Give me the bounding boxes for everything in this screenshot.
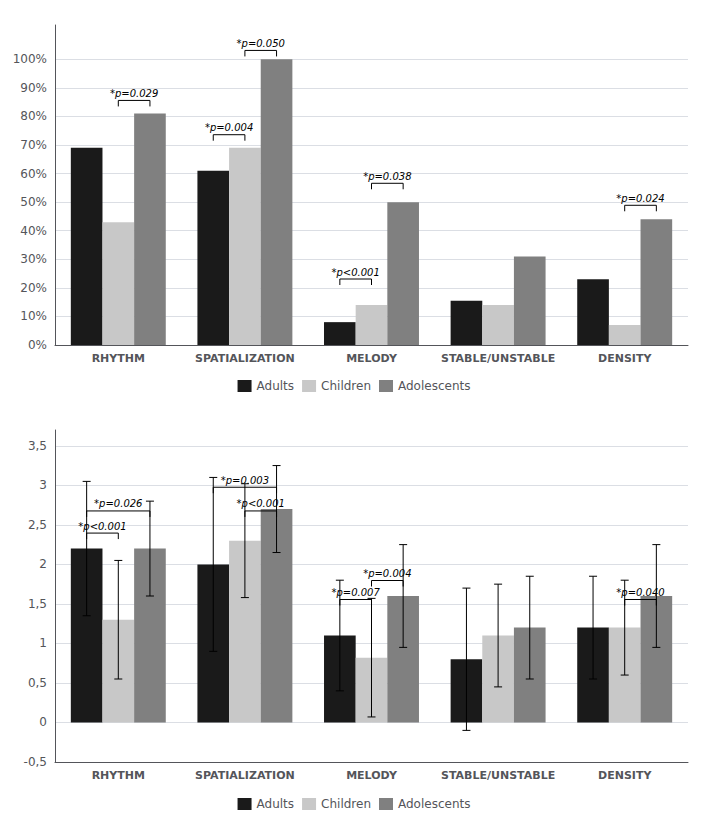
svg-text:RHYTHM: RHYTHM	[92, 769, 145, 782]
svg-text:0%: 0%	[28, 338, 47, 352]
svg-text:2,5: 2,5	[28, 518, 47, 532]
svg-text:SPATIALIZATION: SPATIALIZATION	[195, 769, 295, 782]
svg-text:-0,5: -0,5	[24, 755, 47, 769]
svg-text:1: 1	[39, 636, 47, 650]
svg-text:90%: 90%	[20, 81, 47, 95]
svg-text:80%: 80%	[20, 109, 47, 123]
svg-text:*p=0.040: *p=0.040	[616, 587, 664, 598]
svg-text:0: 0	[39, 715, 47, 729]
svg-text:SPATIALIZATION: SPATIALIZATION	[195, 352, 295, 365]
svg-text:*p=0.026: *p=0.026	[94, 498, 142, 509]
svg-text:MELODY: MELODY	[346, 769, 398, 782]
svg-text:10%: 10%	[20, 309, 47, 323]
svg-text:3: 3	[39, 478, 47, 492]
svg-text:0,5: 0,5	[28, 676, 47, 690]
svg-text:*p=0.029: *p=0.029	[110, 88, 158, 99]
svg-text:Adolescents: Adolescents	[398, 797, 470, 811]
svg-text:3,5: 3,5	[28, 439, 47, 453]
svg-text:RHYTHM: RHYTHM	[92, 352, 145, 365]
svg-text:Children: Children	[321, 797, 371, 811]
svg-text:Children: Children	[321, 379, 371, 393]
svg-text:Adults: Adults	[257, 797, 295, 811]
svg-text:*p=0.050: *p=0.050	[237, 38, 285, 49]
svg-text:Adults: Adults	[257, 379, 295, 393]
svg-text:*p=0.004: *p=0.004	[363, 568, 411, 579]
svg-text:1,5: 1,5	[28, 597, 47, 611]
svg-text:*p<0.001: *p<0.001	[237, 498, 285, 509]
svg-text:*p=0.007: *p=0.007	[331, 587, 380, 598]
svg-text:*p=0.024: *p=0.024	[616, 193, 664, 204]
svg-text:30%: 30%	[20, 252, 47, 266]
svg-text:STABLE/UNSTABLE: STABLE/UNSTABLE	[441, 769, 555, 782]
svg-text:DENSITY: DENSITY	[598, 769, 652, 782]
svg-text:Adolescents: Adolescents	[398, 379, 470, 393]
svg-text:*p=0.038: *p=0.038	[363, 171, 411, 182]
svg-text:70%: 70%	[20, 138, 47, 152]
svg-text:*p<0.001: *p<0.001	[331, 267, 379, 278]
svg-text:MELODY: MELODY	[346, 352, 398, 365]
svg-text:100%: 100%	[13, 52, 47, 66]
svg-text:50%: 50%	[20, 195, 47, 209]
svg-text:60%: 60%	[20, 167, 47, 181]
svg-text:*p=0.004: *p=0.004	[205, 122, 253, 133]
svg-text:*p=0.003: *p=0.003	[221, 475, 269, 486]
svg-text:*p<0.001: *p<0.001	[78, 521, 126, 532]
svg-text:DENSITY: DENSITY	[598, 352, 652, 365]
svg-text:20%: 20%	[20, 281, 47, 295]
svg-text:40%: 40%	[20, 224, 47, 238]
svg-text:STABLE/UNSTABLE: STABLE/UNSTABLE	[441, 352, 555, 365]
svg-text:2: 2	[39, 557, 47, 571]
